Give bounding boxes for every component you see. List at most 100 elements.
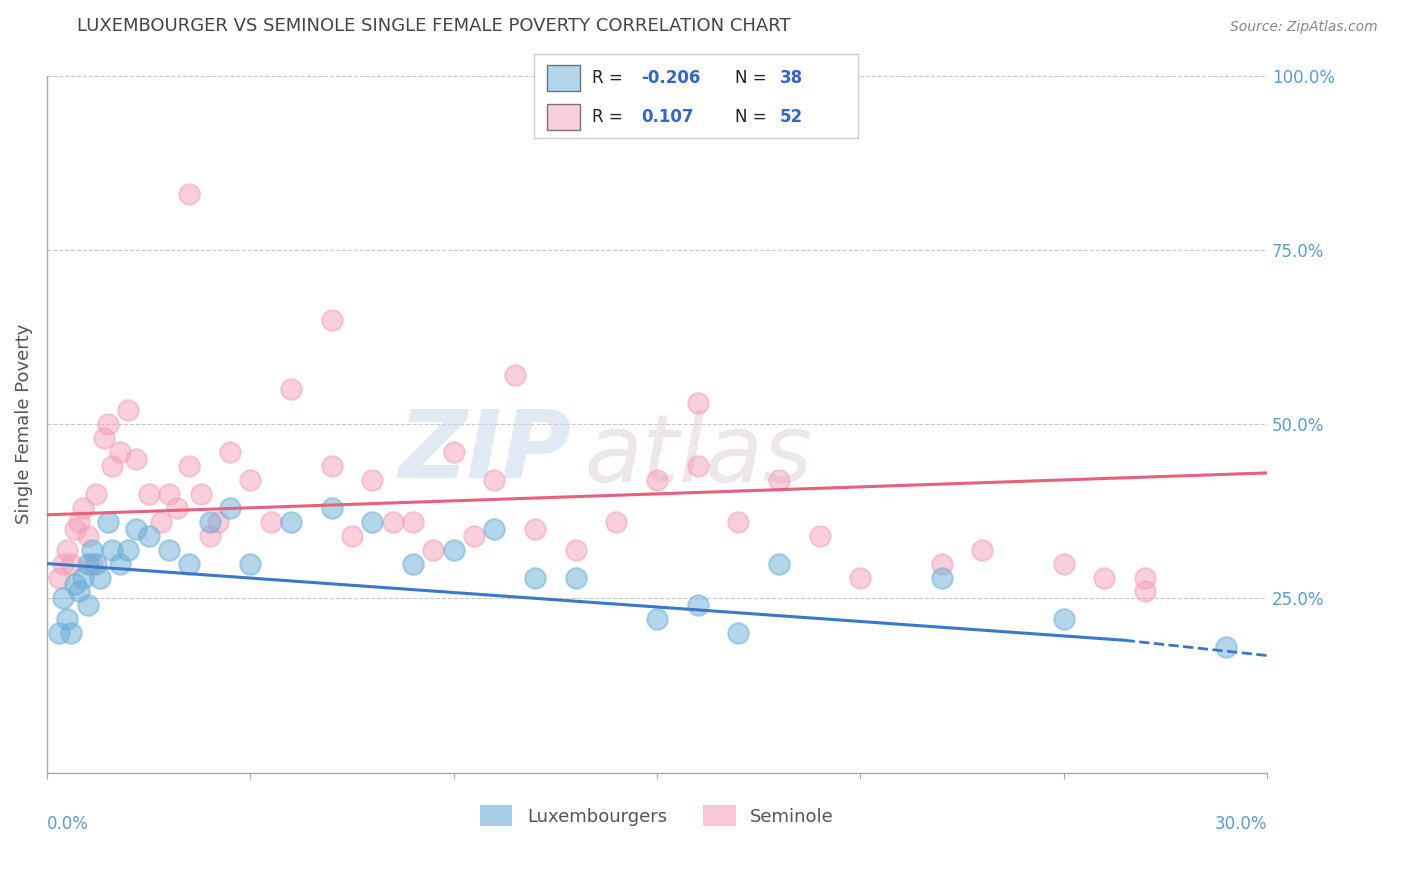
Point xyxy=(1215,640,1237,655)
Point xyxy=(84,487,107,501)
Point xyxy=(80,542,103,557)
Point xyxy=(65,577,87,591)
Point xyxy=(60,557,83,571)
Point xyxy=(422,542,444,557)
Point xyxy=(72,570,94,584)
Point xyxy=(60,626,83,640)
Text: N =: N = xyxy=(735,69,772,87)
Point xyxy=(48,570,70,584)
Text: R =: R = xyxy=(592,69,628,87)
Point xyxy=(321,500,343,515)
Point xyxy=(138,529,160,543)
Point xyxy=(931,570,953,584)
Point xyxy=(381,515,404,529)
Point xyxy=(321,312,343,326)
Point xyxy=(564,542,586,557)
Point xyxy=(402,557,425,571)
Text: LUXEMBOURGER VS SEMINOLE SINGLE FEMALE POVERTY CORRELATION CHART: LUXEMBOURGER VS SEMINOLE SINGLE FEMALE P… xyxy=(77,17,792,35)
Point xyxy=(503,368,526,383)
Point xyxy=(564,570,586,584)
Point xyxy=(125,452,148,467)
Point xyxy=(523,570,546,584)
Text: -0.206: -0.206 xyxy=(641,69,700,87)
Text: 30.0%: 30.0% xyxy=(1215,814,1267,832)
Point xyxy=(1133,584,1156,599)
Point xyxy=(361,515,384,529)
Point xyxy=(1092,570,1115,584)
Point xyxy=(727,626,749,640)
Point xyxy=(280,382,302,396)
Point xyxy=(101,542,124,557)
Point xyxy=(321,458,343,473)
Point xyxy=(768,473,790,487)
Point xyxy=(108,557,131,571)
Point xyxy=(340,529,363,543)
Point xyxy=(219,500,242,515)
Point xyxy=(463,529,485,543)
Point xyxy=(101,458,124,473)
FancyBboxPatch shape xyxy=(547,104,579,130)
Point xyxy=(808,529,831,543)
Point xyxy=(117,542,139,557)
Point xyxy=(72,500,94,515)
Text: atlas: atlas xyxy=(583,410,811,501)
Text: 52: 52 xyxy=(780,108,803,126)
Point xyxy=(484,473,506,487)
Point xyxy=(97,515,120,529)
Point xyxy=(52,557,75,571)
Point xyxy=(67,584,90,599)
Point xyxy=(48,626,70,640)
Text: Source: ZipAtlas.com: Source: ZipAtlas.com xyxy=(1230,21,1378,34)
Point xyxy=(179,557,201,571)
Point xyxy=(56,542,79,557)
Point xyxy=(484,522,506,536)
Point xyxy=(972,542,994,557)
Point xyxy=(166,500,188,515)
Text: 0.107: 0.107 xyxy=(641,108,693,126)
Point xyxy=(80,557,103,571)
Legend: Luxembourgers, Seminole: Luxembourgers, Seminole xyxy=(472,798,841,833)
Point xyxy=(402,515,425,529)
Point xyxy=(84,557,107,571)
Point xyxy=(97,417,120,431)
Point xyxy=(93,431,115,445)
Point xyxy=(108,445,131,459)
Point xyxy=(190,487,212,501)
Y-axis label: Single Female Poverty: Single Female Poverty xyxy=(15,324,32,524)
Point xyxy=(157,487,180,501)
Point xyxy=(768,557,790,571)
Point xyxy=(76,557,98,571)
Point xyxy=(849,570,872,584)
Point xyxy=(125,522,148,536)
Point xyxy=(149,515,172,529)
Text: 38: 38 xyxy=(780,69,803,87)
FancyBboxPatch shape xyxy=(547,65,579,91)
Point xyxy=(686,396,709,410)
Point xyxy=(117,403,139,417)
Point xyxy=(931,557,953,571)
Point xyxy=(157,542,180,557)
Point xyxy=(56,612,79,626)
Point xyxy=(198,515,221,529)
Point xyxy=(1052,612,1074,626)
Point xyxy=(443,445,465,459)
Point xyxy=(198,529,221,543)
Point xyxy=(239,557,262,571)
Point xyxy=(219,445,242,459)
Point xyxy=(645,473,668,487)
Point xyxy=(76,529,98,543)
Point xyxy=(239,473,262,487)
Text: R =: R = xyxy=(592,108,628,126)
Point xyxy=(1052,557,1074,571)
Point xyxy=(280,515,302,529)
Point xyxy=(443,542,465,557)
Point xyxy=(179,458,201,473)
Point xyxy=(361,473,384,487)
Point xyxy=(1133,570,1156,584)
Point xyxy=(179,187,201,202)
Point xyxy=(52,591,75,606)
Point xyxy=(65,522,87,536)
Point xyxy=(138,487,160,501)
Point xyxy=(76,599,98,613)
Text: N =: N = xyxy=(735,108,772,126)
